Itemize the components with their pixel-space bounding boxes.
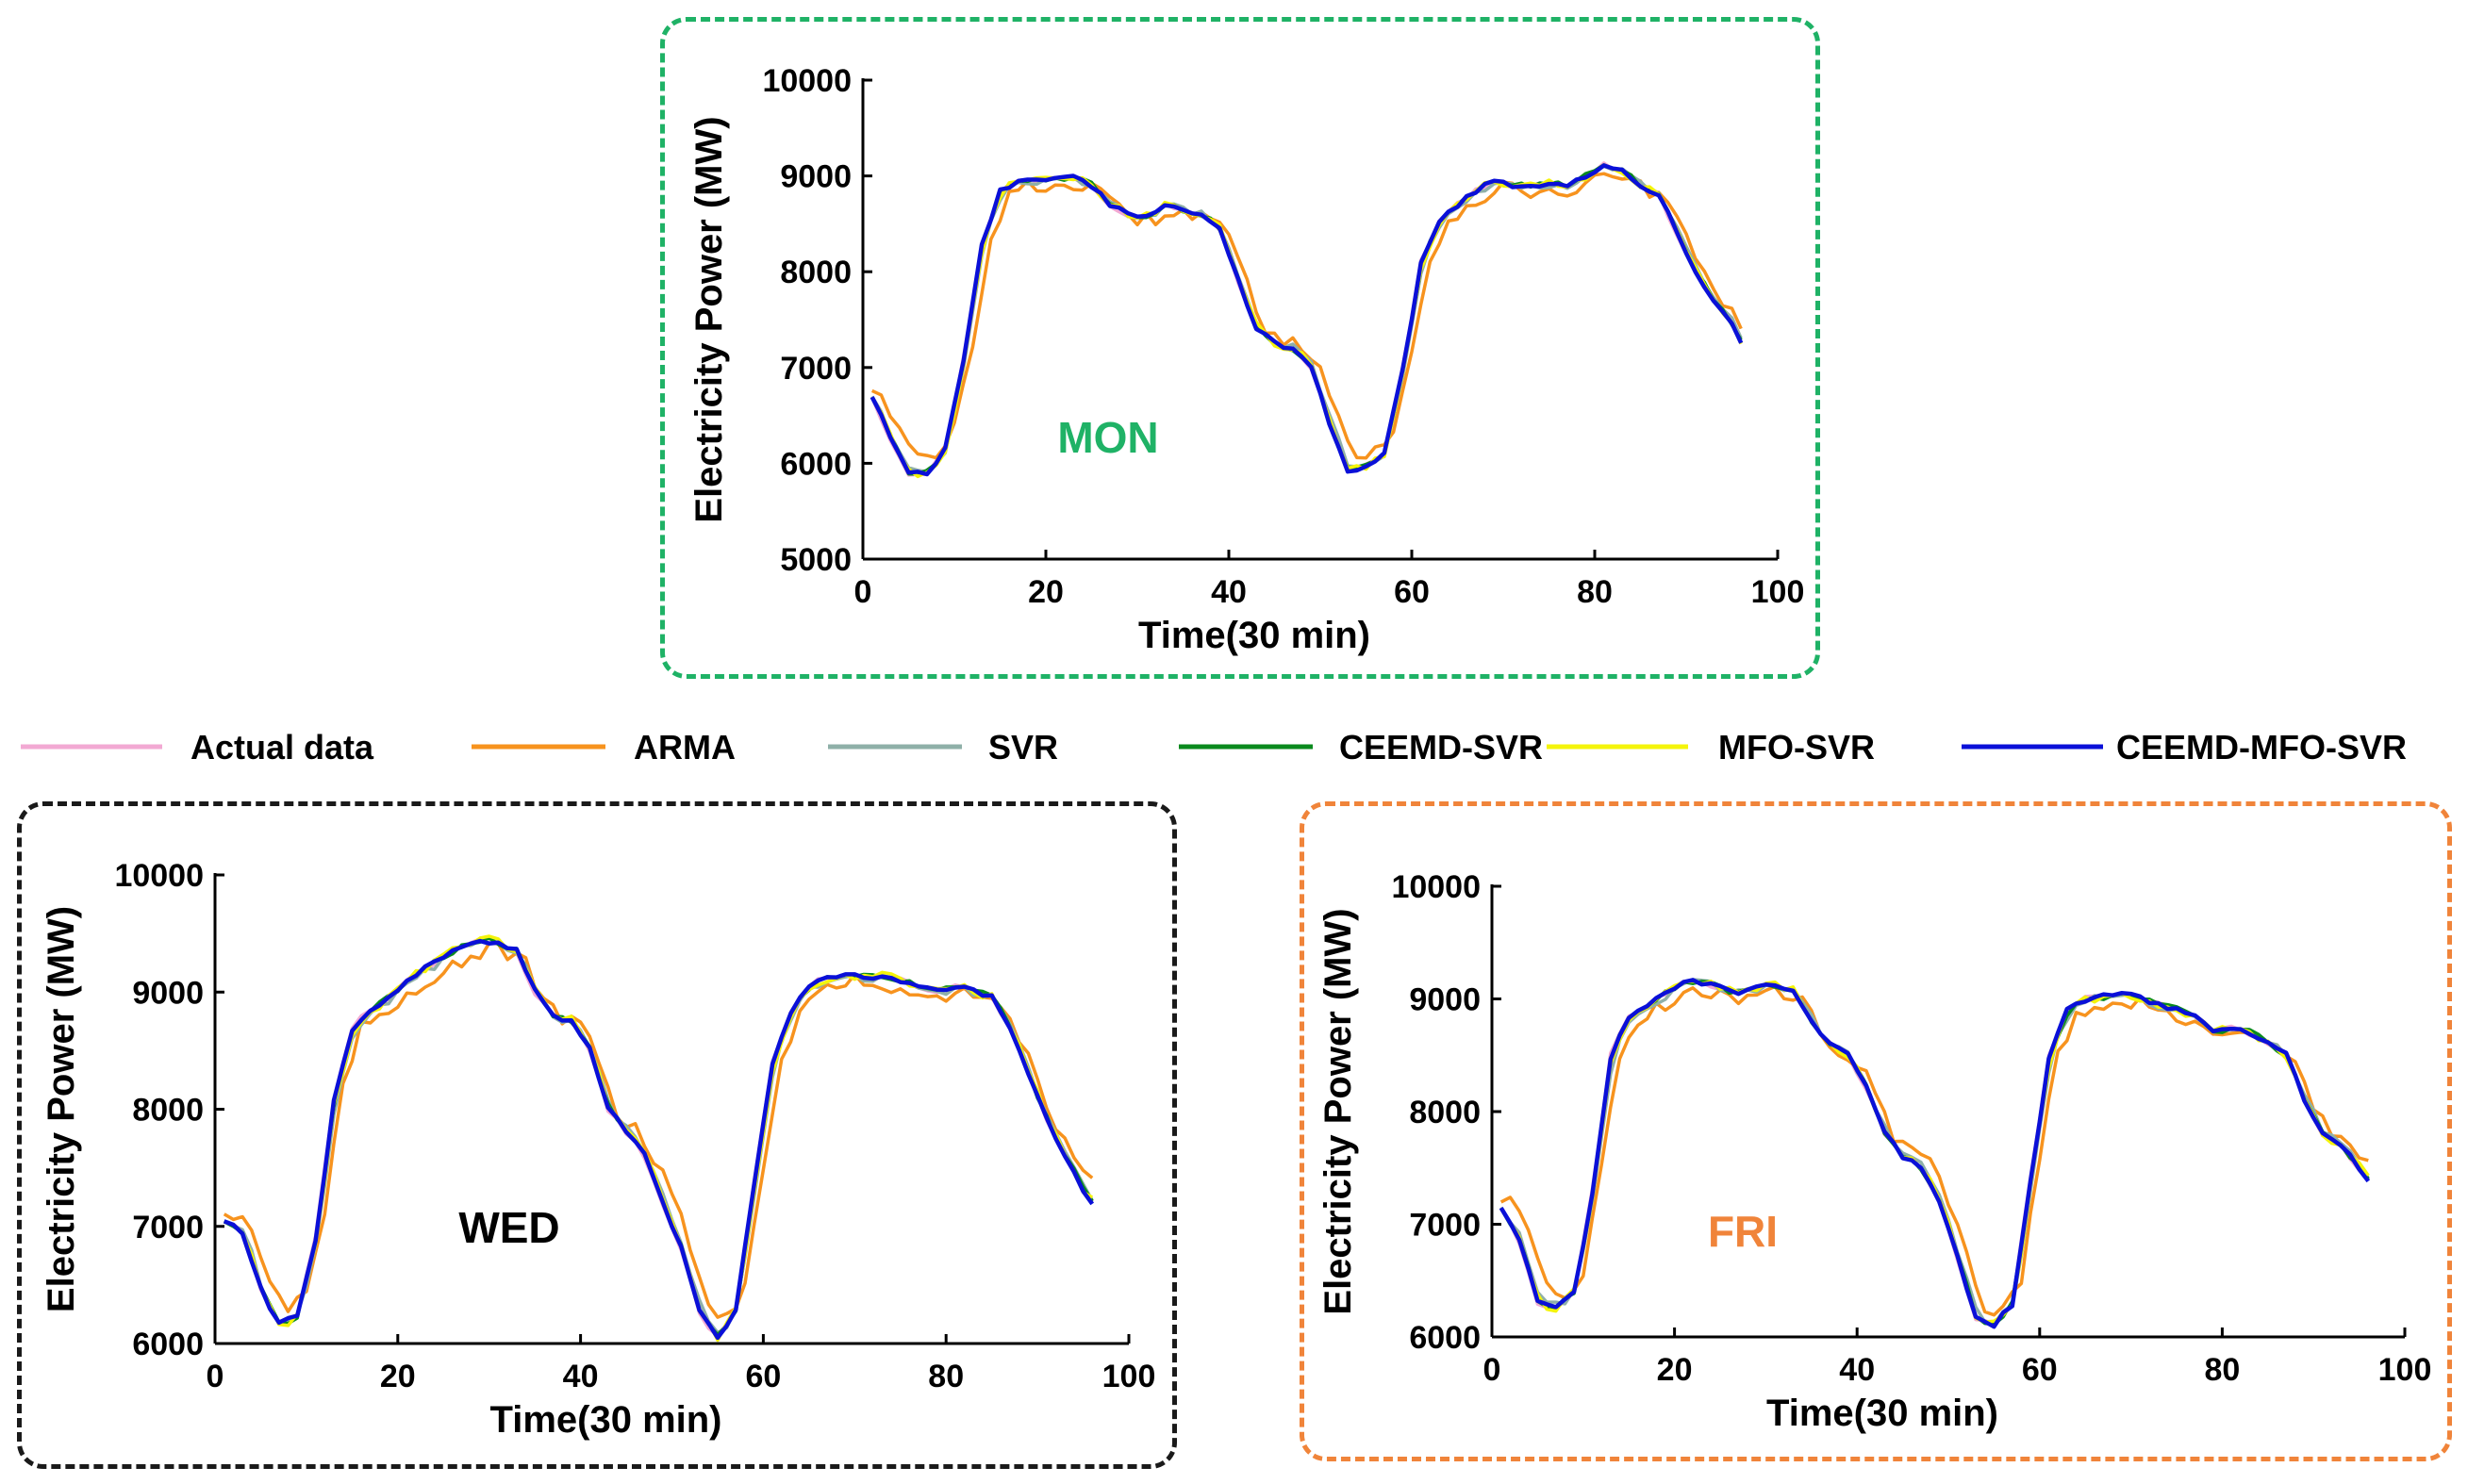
series-line-arma — [1499, 984, 2369, 1317]
y-axis-label: Electricity Power (MW) — [688, 116, 730, 522]
x-tick-label: 80 — [2204, 1352, 2240, 1388]
x-tick-label: 0 — [207, 1359, 224, 1394]
series-line-ceemd-mfo-svr — [223, 938, 1095, 1341]
y-tick-label: 7000 — [1409, 1208, 1481, 1244]
series-line-ceemd-svr — [223, 935, 1094, 1337]
day-label-mon: MON — [1057, 413, 1158, 462]
x-tick-label: 0 — [1483, 1352, 1501, 1388]
y-tick-label: 10000 — [1391, 869, 1481, 905]
legend-label-ceemd-mfo-svr: CEEMD-MFO-SVR — [2116, 728, 2407, 767]
x-tick-label: 0 — [854, 574, 872, 610]
panel-frame-fri — [1300, 801, 2452, 1461]
x-tick-label: 40 — [1839, 1352, 1875, 1388]
legend-label-ceemd-svr: CEEMD-SVR — [1339, 728, 1543, 767]
x-tick-label: 80 — [1577, 574, 1613, 610]
y-tick-label: 7000 — [780, 351, 852, 387]
y-tick-label: 7000 — [132, 1210, 204, 1245]
y-tick-label: 10000 — [114, 858, 204, 894]
series-line-ceemd-mfo-svr — [1499, 978, 2371, 1329]
series-line-mfo-svr — [224, 934, 1094, 1343]
chart-fri: 0 20 40 60 80 100 6000 7000 8000 9000 10000 Time(30… — [1317, 869, 2431, 1434]
series-line-ceemd-mfo-svr — [870, 163, 1744, 477]
chart-wed: 0 20 40 60 80 100 6000 7000 8000 9000 10000 Time(30… — [41, 858, 1155, 1441]
y-tick-label: 6000 — [1409, 1320, 1481, 1356]
x-tick-label: 60 — [1394, 574, 1430, 610]
x-tick-label: 100 — [1751, 574, 1805, 610]
series-line-actual-data — [224, 937, 1094, 1338]
x-tick-label: 100 — [2378, 1352, 2432, 1388]
y-tick-label: 9000 — [132, 975, 204, 1011]
series-line-arma — [870, 172, 1743, 460]
legend-label-arma: ARMA — [634, 728, 736, 767]
y-tick-label: 8000 — [132, 1093, 204, 1129]
y-axis-label: Electricity Power (MW) — [1317, 908, 1359, 1314]
y-tick-label: 9000 — [780, 159, 852, 195]
y-tick-label: 8000 — [1409, 1095, 1481, 1130]
x-axis-label: Time(30 min) — [1766, 1393, 1998, 1434]
day-label-fri: FRI — [1708, 1207, 1778, 1256]
y-tick-label: 6000 — [132, 1327, 204, 1362]
panel-frame-mon — [660, 17, 1820, 679]
x-tick-label: 100 — [1102, 1359, 1156, 1394]
x-tick-label: 60 — [2022, 1352, 2058, 1388]
y-tick-label: 8000 — [780, 255, 852, 290]
series-line-arma — [223, 941, 1094, 1319]
day-label-wed: WED — [458, 1203, 559, 1252]
panel-frame-wed — [17, 801, 1177, 1469]
y-tick-label: 9000 — [1409, 982, 1481, 1018]
x-tick-label: 40 — [563, 1359, 599, 1394]
y-tick-label: 5000 — [780, 542, 852, 578]
legend-label-mfo-svr: MFO-SVR — [1718, 728, 1875, 767]
chart-mon: 0 20 40 60 80 100 5000 6000 7000 8000 9000 10000 Tim… — [688, 63, 1804, 656]
x-axis-label: Time(30 min) — [1138, 615, 1370, 656]
x-tick-label: 60 — [745, 1359, 781, 1394]
x-tick-label: 20 — [1028, 574, 1064, 610]
series-line-svr — [223, 936, 1094, 1335]
y-tick-label: 10000 — [762, 63, 852, 99]
y-tick-label: 6000 — [780, 446, 852, 482]
legend-label-svr: SVR — [988, 728, 1058, 767]
y-axis-label: Electricity Power (MW) — [41, 906, 82, 1312]
x-tick-label: 20 — [1657, 1352, 1693, 1388]
legend: Actual data ARMA SVR CEEMD-SVR MFO-SVR CEEMD-… — [21, 728, 2407, 767]
x-tick-label: 40 — [1211, 574, 1247, 610]
legend-label-actual-data: Actual data — [190, 728, 374, 767]
x-axis-label: Time(30 min) — [490, 1399, 722, 1441]
x-tick-label: 20 — [380, 1359, 416, 1394]
x-tick-label: 80 — [928, 1359, 964, 1394]
